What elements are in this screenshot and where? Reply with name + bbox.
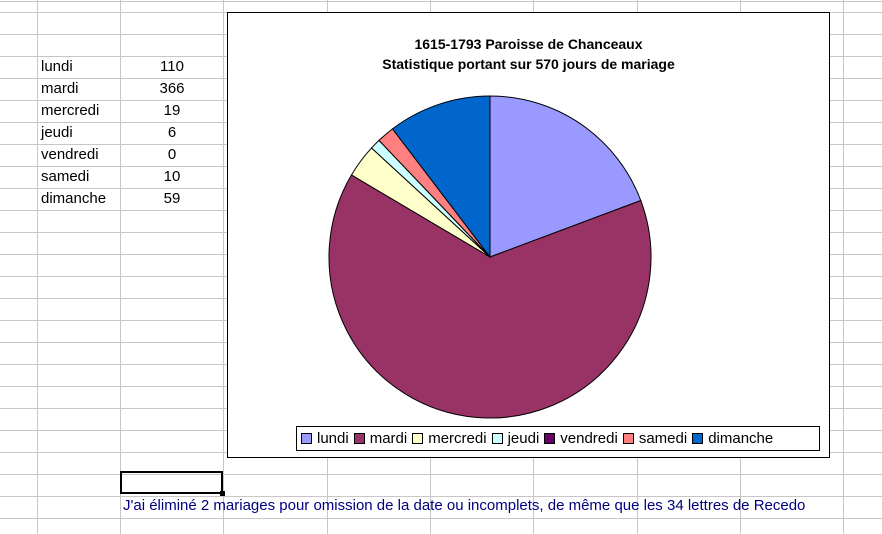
legend-swatch [491, 433, 503, 444]
table-cell-value[interactable]: 10 [163, 168, 181, 185]
chart-legend[interactable]: lundi mardi mercredi jeudi vendredi samedi dim… [296, 426, 820, 451]
table-cell-label[interactable]: mardi [41, 80, 79, 97]
legend-label: samedi [638, 430, 688, 447]
pie-slice-mardi[interactable] [328, 174, 652, 419]
grid-row-line [0, 518, 882, 519]
legend-swatch [301, 433, 312, 444]
legend-label: lundi [317, 430, 349, 447]
selected-cell[interactable] [120, 471, 223, 494]
grid-row-line [0, 496, 882, 497]
table-cell-label[interactable]: lundi [41, 58, 73, 75]
note-text: J'ai éliminé 2 mariages pour omission de… [123, 497, 806, 514]
grid-column-line [37, 0, 38, 534]
grid-column-line [843, 0, 844, 534]
legend-item-dimanche[interactable]: dimanche [692, 430, 773, 447]
legend-item-mercredi[interactable]: mercredi [412, 430, 487, 447]
table-cell-label[interactable]: dimanche [41, 190, 107, 207]
legend-item-samedi[interactable]: samedi [622, 430, 688, 447]
legend-swatch [353, 433, 365, 444]
legend-swatch [544, 433, 556, 444]
table-cell-label[interactable]: vendredi [41, 146, 99, 163]
legend-item-mardi[interactable]: mardi [353, 430, 408, 447]
fill-handle[interactable] [220, 491, 225, 496]
legend-label: mardi [369, 430, 408, 447]
table-cell-value[interactable]: 366 [159, 80, 185, 97]
pie-slice-dimanche[interactable] [391, 95, 491, 259]
table-cell-label[interactable]: samedi [41, 168, 90, 185]
chart-title-block: 1615-1793 Paroisse de Chanceaux Statisti… [228, 34, 829, 74]
table-cell-label[interactable]: jeudi [41, 124, 73, 141]
legend-label: mercredi [428, 430, 487, 447]
legend-swatch [622, 433, 634, 444]
legend-item-lundi[interactable]: lundi [301, 430, 349, 447]
table-cell-value[interactable]: 0 [167, 146, 177, 163]
grid-column-line [223, 0, 224, 534]
grid-row-line [0, 1, 882, 2]
legend-label: vendredi [560, 430, 618, 447]
legend-label: dimanche [708, 430, 774, 447]
grid-row-line [0, 474, 882, 475]
table-cell-value[interactable]: 6 [167, 124, 177, 141]
legend-item-jeudi[interactable]: jeudi [491, 430, 540, 447]
pie-slice-lundi[interactable] [489, 95, 642, 258]
chart-title: 1615-1793 Paroisse de Chanceaux [414, 36, 643, 52]
table-cell-label[interactable]: mercredi [41, 102, 100, 119]
legend-label: jeudi [507, 430, 540, 447]
pie-chart [328, 95, 652, 419]
chart-subtitle: Statistique portant sur 570 jours de mar… [382, 56, 675, 72]
table-cell-value[interactable]: 19 [163, 102, 181, 119]
legend-item-vendredi[interactable]: vendredi [544, 430, 618, 447]
legend-swatch [692, 433, 704, 444]
legend-swatch [412, 433, 424, 444]
table-cell-value[interactable]: 59 [163, 190, 181, 207]
chart-area[interactable]: 1615-1793 Paroisse de Chanceaux Statisti… [227, 12, 830, 458]
table-cell-value[interactable]: 110 [160, 58, 184, 75]
grid-column-line [120, 0, 121, 534]
